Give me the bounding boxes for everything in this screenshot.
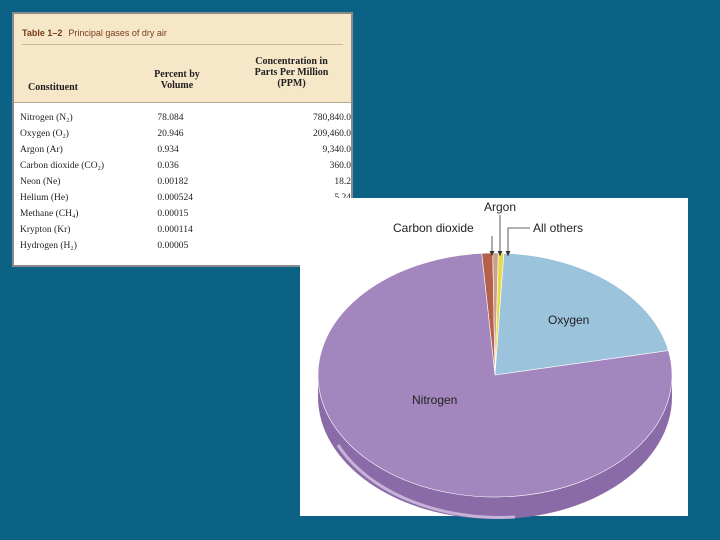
arrow-head (505, 251, 511, 256)
table-cell: 0.000524 (157, 193, 194, 203)
table-cell: Oxygen (O₂) (20, 129, 69, 139)
table-header: Table 1–2 Principal gases of dry air Cons… (14, 14, 351, 103)
table-title: Table 1–2 Principal gases of dry air (22, 28, 167, 38)
table-row: Carbon dioxide (CO₂) 0.036 360.0 (20, 158, 351, 174)
table-cell: Hydrogen (H₂) (20, 241, 77, 251)
table-cell: Krypton (Kr) (20, 225, 71, 235)
table-cell: 9,340.0 (322, 145, 352, 155)
table-cell: 0.00015 (157, 209, 189, 219)
slice-label: All others (533, 221, 583, 235)
rule (22, 44, 343, 45)
table-cell: Neon (Ne) (20, 177, 61, 187)
table-cell: 0.000114 (157, 225, 193, 235)
column-header: Constituent (28, 82, 79, 93)
table-row: Neon (Ne) 0.00182 18.2 (20, 174, 351, 190)
table-cell: 20.946 (157, 129, 184, 139)
table-cell: Helium (He) (20, 193, 69, 203)
column-header: Concentration in Parts Per Million (PPM) (254, 56, 329, 89)
pie-slice (494, 252, 669, 376)
table-cell: 78.084 (157, 113, 184, 123)
slice-label: Nitrogen (412, 393, 457, 407)
table-cell: 0.00182 (157, 177, 189, 187)
column-header: Percent by Volume (154, 69, 200, 91)
table-cell: 18.2 (334, 177, 351, 187)
table-row: Oxygen (O₂) 20.946 209,460.0 (20, 126, 351, 142)
table-caption: Principal gases of dry air (68, 28, 167, 38)
pie-side-highlight (336, 444, 516, 519)
table-cell: 0.036 (157, 161, 179, 171)
table-cell: Argon (Ar) (20, 145, 63, 155)
table-row: Nitrogen (N₂) 78.084 780,840.0 (20, 110, 351, 126)
table-cell: 360.0 (329, 161, 351, 171)
table-cell: 780,840.0 (313, 113, 351, 123)
table-cell: 0.00005 (157, 241, 189, 251)
table-cell: Nitrogen (N₂) (20, 113, 73, 123)
table-cell: 0.934 (157, 145, 179, 155)
table-image: Table 1–2 Principal gases of dry air Cons… (12, 12, 353, 267)
leader-line (507, 227, 530, 256)
slice-label: Oxygen (548, 313, 589, 327)
pie-slice (317, 253, 673, 498)
table-cell: Methane (CH₄) (20, 209, 79, 219)
table-cell: Carbon dioxide (CO₂) (20, 161, 105, 171)
slice-label: Carbon dioxide (393, 221, 474, 235)
arrow-head (489, 251, 495, 256)
pie-side (318, 375, 672, 519)
arrow-head (497, 251, 503, 256)
table-cell: 209,460.0 (313, 129, 351, 139)
table-row: Argon (Ar) 0.934 9,340.0 (20, 142, 351, 158)
slice-label: Argon (484, 200, 516, 214)
table-number: Table 1–2 (22, 28, 63, 38)
